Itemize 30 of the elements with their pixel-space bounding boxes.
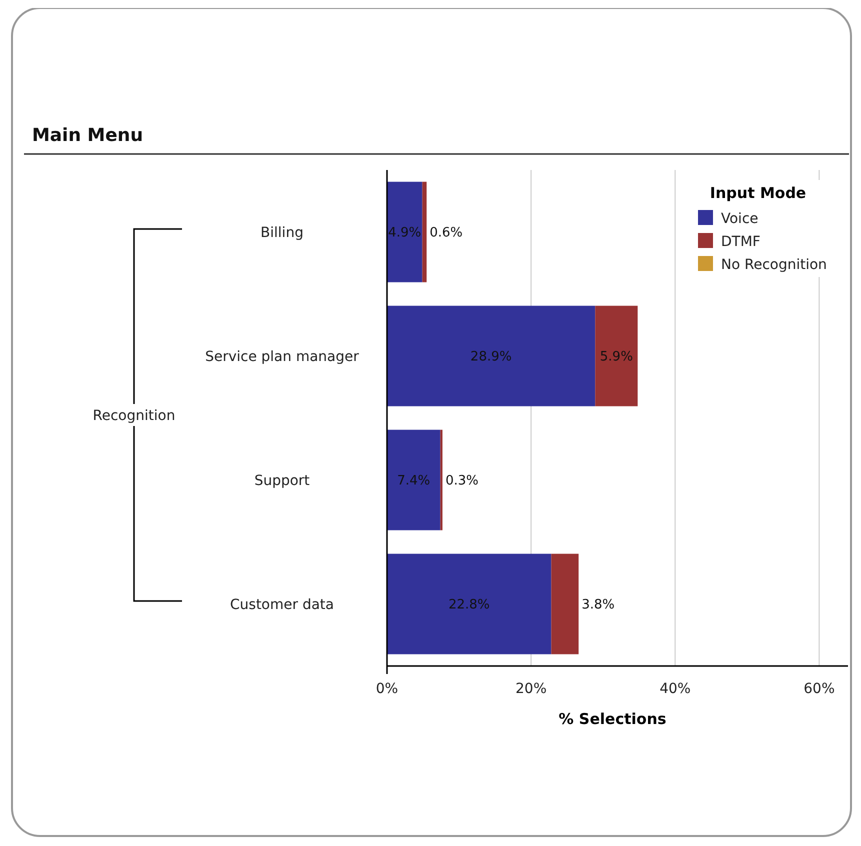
x-axis-title: % Selections (558, 710, 666, 728)
y-tick-label: Billing (260, 224, 304, 241)
data-label: 0.3% (445, 474, 478, 489)
x-tick-label: 60% (804, 681, 835, 697)
y-tick-label: Support (254, 472, 310, 489)
data-label: 3.8% (582, 598, 615, 613)
bar (387, 430, 440, 530)
legend-label: No Recognition (721, 256, 827, 273)
legend-label: Voice (721, 210, 758, 227)
bar (387, 554, 552, 654)
bar (387, 182, 422, 282)
y-tick-label: Customer data (230, 596, 334, 613)
bar (551, 554, 579, 654)
data-label: 5.9% (600, 350, 633, 365)
x-tick-label: 40% (660, 681, 691, 697)
legend-label: DTMF (721, 234, 760, 250)
data-label: 7.4% (397, 474, 430, 489)
bar (595, 306, 638, 406)
y-tick-label: Service plan manager (205, 348, 360, 365)
data-label: 28.9% (470, 350, 512, 365)
x-tick-label: 0% (376, 681, 398, 697)
data-label: 22.8% (448, 598, 490, 613)
text: Recognition (92, 408, 176, 424)
data-label: 4.9% (388, 226, 422, 241)
legend-title: Input Mode (710, 184, 806, 202)
bar (387, 306, 596, 406)
x-tick-label: 20% (516, 681, 547, 697)
text: Main Menu (32, 125, 144, 146)
data-label: 0.6% (430, 226, 463, 241)
bar (422, 182, 427, 282)
